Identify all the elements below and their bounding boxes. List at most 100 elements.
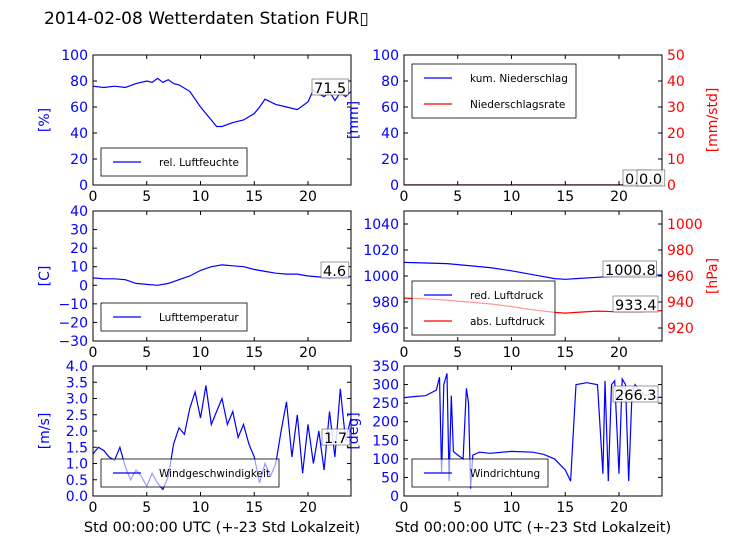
y-tick-label: 80 xyxy=(70,74,88,90)
y-tick-label: 150 xyxy=(372,433,399,449)
x-tick-label: 10 xyxy=(503,500,521,516)
y-tick-label: 250 xyxy=(372,396,399,412)
x-tick-label: 10 xyxy=(503,345,521,361)
y-tick-label: 40 xyxy=(70,204,88,220)
value-label: 1000.8 xyxy=(605,263,656,279)
y-tick-label: 2.0 xyxy=(66,424,88,440)
y2-tick-label: 960 xyxy=(667,269,694,285)
y-axis-label: [%] xyxy=(37,108,53,132)
x-tick-label: 10 xyxy=(503,189,521,205)
x-tick-label: 0 xyxy=(400,189,409,205)
legend-label: Lufttemperatur xyxy=(159,312,239,324)
y-tick-label: 1000 xyxy=(363,269,399,285)
y-tick-label: 30 xyxy=(70,223,88,239)
x-axis-label: Std 00:00:00 UTC (+-23 Std Lokalzeit) xyxy=(395,520,671,536)
value-label-box xyxy=(321,428,351,446)
x-tick-label: 20 xyxy=(610,345,628,361)
value-label: 1.7 xyxy=(324,431,347,447)
x-tick-label: 0 xyxy=(89,189,98,205)
legend-label: Windrichtung xyxy=(470,468,540,480)
x-axis-label: Std 00:00:00 UTC (+-23 Std Lokalzeit) xyxy=(84,520,360,536)
y-tick-label: 3.5 xyxy=(66,375,88,391)
y2-tick-label: 40 xyxy=(667,74,685,90)
x-tick-label: 20 xyxy=(299,500,317,516)
y-tick-label: 100 xyxy=(372,48,399,64)
y-tick-label: 20 xyxy=(70,152,88,168)
plot-frame xyxy=(92,54,352,186)
value-label: 933.4 xyxy=(615,298,657,314)
value-label-box xyxy=(612,385,659,403)
y2-tick-label: 20 xyxy=(667,126,685,142)
legend-label: Niederschlagsrate xyxy=(470,99,565,111)
y2-tick-label: 10 xyxy=(667,152,685,168)
y-tick-label: 0.5 xyxy=(66,473,88,489)
y2-tick-label: 30 xyxy=(667,100,685,116)
y-tick-label: 300 xyxy=(372,378,399,394)
x-tick-label: 5 xyxy=(142,345,151,361)
value-label: 71.5 xyxy=(314,81,346,97)
legend-box xyxy=(411,280,556,336)
y-axis-label: [m/s] xyxy=(37,413,53,450)
series-line-1 xyxy=(93,77,351,128)
plot-frame xyxy=(92,210,352,342)
y2-tick-label: 1000 xyxy=(667,217,703,233)
legend-box xyxy=(411,63,577,119)
y-tick-label: −20 xyxy=(58,315,88,331)
value-label: 266.3 xyxy=(615,388,657,404)
y2-tick-label: 0 xyxy=(667,178,676,194)
y2-axis-label: [hPa] xyxy=(705,258,721,294)
y-tick-label: 200 xyxy=(372,415,399,431)
y-axis-label: [deg] xyxy=(346,412,362,449)
y-axis-label: [C] xyxy=(37,266,53,287)
y-tick-label: 1020 xyxy=(363,243,399,259)
x-tick-label: 20 xyxy=(299,345,317,361)
y-axis-label: [mm] xyxy=(346,101,362,139)
x-tick-label: 0 xyxy=(89,500,98,516)
y-tick-label: 350 xyxy=(372,359,399,375)
y-tick-label: 3.0 xyxy=(66,392,88,408)
value-label-box xyxy=(612,295,659,313)
y2-tick-label: 940 xyxy=(667,295,694,311)
y-tick-label: 1040 xyxy=(363,217,399,233)
y-tick-label: −10 xyxy=(58,297,88,313)
legend-label: red. Luftdruck xyxy=(470,290,544,302)
legend-label: kum. Niederschlag xyxy=(470,73,568,85)
y-tick-label: 20 xyxy=(381,152,399,168)
plot-frame xyxy=(403,54,663,186)
x-tick-label: 0 xyxy=(400,345,409,361)
x-tick-label: 5 xyxy=(453,500,462,516)
y-tick-label: 100 xyxy=(61,48,88,64)
y-tick-label: 980 xyxy=(372,295,399,311)
y-tick-label: 0 xyxy=(390,178,399,194)
y-tick-label: 0 xyxy=(79,178,88,194)
y-tick-label: 40 xyxy=(381,126,399,142)
plot-frame xyxy=(403,365,663,497)
value-label: 4.6 xyxy=(323,264,346,280)
y-tick-label: 960 xyxy=(372,321,399,337)
y-tick-label: 0 xyxy=(390,489,399,505)
x-tick-label: 15 xyxy=(556,345,574,361)
legend-label: rel. Luftfeuchte xyxy=(159,157,239,169)
y-tick-label: 60 xyxy=(70,100,88,116)
y-tick-label: 1.5 xyxy=(66,440,88,456)
y2-tick-label: 50 xyxy=(667,48,685,64)
x-tick-label: 10 xyxy=(192,345,210,361)
chart-title: 2014-02-08 Wetterdaten Station FUR▯ xyxy=(44,9,369,29)
y-tick-label: 100 xyxy=(372,452,399,468)
y-tick-label: −30 xyxy=(58,334,88,350)
y-tick-label: 80 xyxy=(381,74,399,90)
legend-label: abs. Luftdruck xyxy=(470,316,546,328)
y2-axis-label: [mm/std] xyxy=(705,88,721,153)
legend-box xyxy=(100,458,280,488)
x-tick-label: 20 xyxy=(299,189,317,205)
x-tick-label: 15 xyxy=(556,189,574,205)
y-tick-label: 2.5 xyxy=(66,408,88,424)
value-label: 0.0 xyxy=(639,172,662,188)
legend-label: Windgeschwindigkeit xyxy=(159,468,270,480)
y2-tick-label: 980 xyxy=(667,243,694,259)
value-label-box xyxy=(636,169,666,187)
value-label-box xyxy=(311,78,349,96)
x-tick-label: 10 xyxy=(192,500,210,516)
x-tick-label: 20 xyxy=(610,189,628,205)
